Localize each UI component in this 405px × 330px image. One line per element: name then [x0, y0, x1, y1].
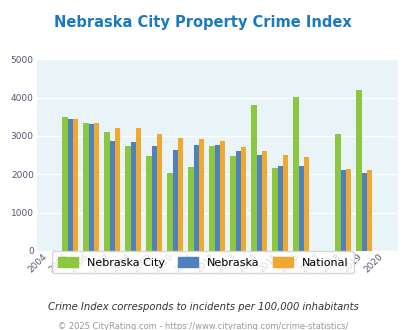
Text: Crime Index corresponds to incidents per 100,000 inhabitants: Crime Index corresponds to incidents per… [47, 302, 358, 312]
Bar [293, 97, 298, 251]
Bar [251, 105, 256, 251]
Bar [282, 155, 288, 251]
Bar [240, 147, 245, 251]
Text: Nebraska City Property Crime Index: Nebraska City Property Crime Index [54, 15, 351, 30]
Bar [115, 127, 120, 251]
Legend: Nebraska City, Nebraska, National: Nebraska City, Nebraska, National [52, 251, 353, 273]
Bar [188, 167, 193, 251]
Bar [272, 169, 277, 251]
Bar [335, 134, 340, 251]
Bar [261, 151, 266, 251]
Bar [277, 166, 282, 251]
Bar [67, 119, 72, 251]
Bar [214, 145, 219, 251]
Bar [125, 146, 130, 251]
Bar [361, 173, 366, 251]
Bar [298, 166, 303, 251]
Bar [94, 123, 99, 251]
Bar [340, 170, 345, 251]
Bar [256, 155, 261, 251]
Bar [130, 142, 135, 251]
Bar [356, 90, 361, 251]
Bar [193, 145, 198, 251]
Bar [146, 156, 151, 251]
Bar [167, 174, 172, 251]
Bar [109, 141, 115, 251]
Bar [303, 157, 308, 251]
Bar [198, 139, 204, 251]
Bar [230, 156, 235, 251]
Bar [219, 141, 224, 251]
Bar [235, 150, 240, 251]
Text: © 2025 CityRating.com - https://www.cityrating.com/crime-statistics/: © 2025 CityRating.com - https://www.city… [58, 322, 347, 330]
Bar [172, 150, 177, 251]
Bar [366, 170, 371, 251]
Bar [62, 117, 67, 251]
Bar [72, 119, 78, 251]
Bar [345, 169, 350, 251]
Bar [88, 124, 94, 251]
Bar [104, 132, 109, 251]
Bar [151, 146, 156, 251]
Bar [177, 138, 183, 251]
Bar [83, 123, 88, 251]
Bar [209, 146, 214, 251]
Bar [135, 128, 141, 251]
Bar [156, 134, 162, 251]
